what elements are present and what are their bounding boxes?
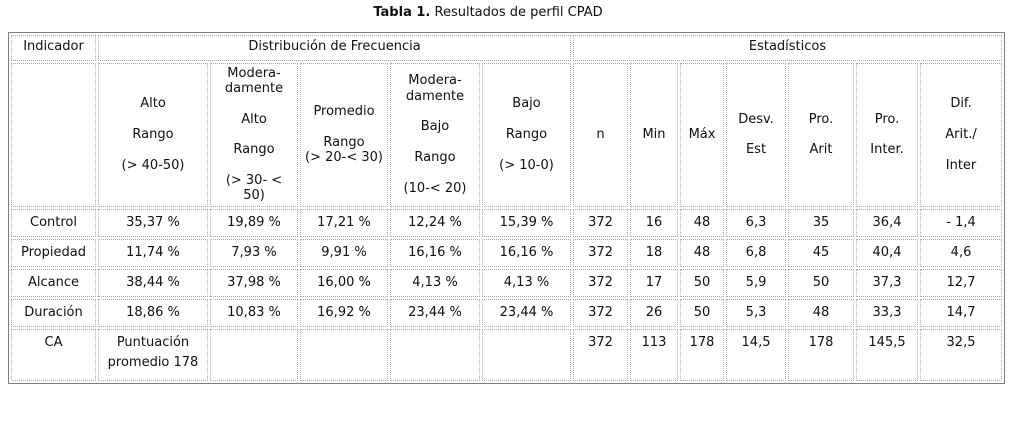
table-cell: 15,39 % [482,208,572,237]
indicator-column-header: Indicador [11,34,96,61]
table-cell [300,328,388,381]
table-cell: 4,13 % [482,268,572,297]
table-row-control: Control 35,37 % 19,89 % 17,21 % 12,24 % … [11,208,1003,237]
column-header-pro-inter: Pro. Inter. [856,62,919,207]
table-cell: 5,9 [726,268,787,297]
table-cell: 5,3 [726,298,787,327]
table-cell: 17,21 % [300,208,388,237]
frequency-group-header: Distribución de Frecuencia [98,34,572,61]
column-header-moderadamente-alto: Modera- damente Alto Rango (> 30- < 50) [210,62,298,207]
table-cell: 17 [630,268,679,297]
table-cell: 12,7 [920,268,1003,297]
table-row-ca: CA Puntuación promedio 178 372 113 178 1… [11,328,1003,381]
table-cell: 178 [680,328,725,381]
table-cell: 37,3 [856,268,919,297]
column-header-n: n [573,62,629,207]
table-cell: 18 [630,238,679,267]
table-cell: 16,16 % [390,238,480,267]
table-cell: 19,89 % [210,208,298,237]
table-row-duracion: Duración 18,86 % 10,83 % 16,92 % 23,44 %… [11,298,1003,327]
table-cell [482,328,572,381]
table-cell: 50 [788,268,855,297]
table-cell: 33,3 [856,298,919,327]
table-cell: 32,5 [920,328,1003,381]
table-cell: 35,37 % [98,208,208,237]
table-cell: 9,91 % [300,238,388,267]
table-row-propiedad: Propiedad 11,74 % 7,93 % 9,91 % 16,16 % … [11,238,1003,267]
empty-corner-cell [11,62,96,207]
column-header-desv-est: Desv. Est [726,62,787,207]
table-cell: 4,13 % [390,268,480,297]
table-cell: 23,44 % [482,298,572,327]
table-cell: 38,44 % [98,268,208,297]
column-header-pro-arit: Pro. Arit [788,62,855,207]
column-header-alto-rango: Alto Rango (> 40-50) [98,62,208,207]
table-cell: 18,86 % [98,298,208,327]
table-cell: 10,83 % [210,298,298,327]
column-header-dif-arit-inter: Dif. Arit./ Inter [920,62,1003,207]
table-cell [390,328,480,381]
table-cell: 40,4 [856,238,919,267]
table-cell: - 1,4 [920,208,1003,237]
table-cell: 16,00 % [300,268,388,297]
table-cell: 14,7 [920,298,1003,327]
table-cell: 178 [788,328,855,381]
table-cell: 48 [680,238,725,267]
table-cell: 16,92 % [300,298,388,327]
statistics-group-header: Estadísticos [573,34,1003,61]
table-title: Tabla 1. Resultados de perfil CPAD [0,0,976,21]
column-header-row: Alto Rango (> 40-50) Modera- damente Alt… [11,62,1003,207]
column-header-max: Máx [680,62,725,207]
table-row-alcance: Alcance 38,44 % 37,98 % 16,00 % 4,13 % 4… [11,268,1003,297]
row-header-control: Control [11,208,96,237]
table-cell: Puntuación promedio 178 [98,328,208,381]
table-cell: 372 [573,268,629,297]
column-header-moderadamente-bajo: Modera- damente Bajo Rango (10-< 20) [390,62,480,207]
group-header-row: Indicador Distribución de Frecuencia Est… [11,34,1003,61]
cpad-results-table: Indicador Distribución de Frecuencia Est… [8,31,1006,384]
table-cell: 48 [788,298,855,327]
table-cell: 14,5 [726,328,787,381]
table-cell: 372 [573,298,629,327]
table-cell: 16 [630,208,679,237]
table-cell: 48 [680,208,725,237]
table-cell: 7,93 % [210,238,298,267]
table-cell: 26 [630,298,679,327]
table-cell: 36,4 [856,208,919,237]
row-header-duracion: Duración [11,298,96,327]
table-cell: 4,6 [920,238,1003,267]
table-cell: 6,3 [726,208,787,237]
table-cell: 145,5 [856,328,919,381]
row-header-ca: CA [11,328,96,381]
table-cell: 372 [573,238,629,267]
row-header-propiedad: Propiedad [11,238,96,267]
table-cell: 12,24 % [390,208,480,237]
table-cell: 113 [630,328,679,381]
column-header-bajo-rango: Bajo Rango (> 10-0) [482,62,572,207]
table-cell: 45 [788,238,855,267]
table-cell: 372 [573,328,629,381]
table-cell: 372 [573,208,629,237]
table-cell: 23,44 % [390,298,480,327]
row-header-alcance: Alcance [11,268,96,297]
table-cell: 16,16 % [482,238,572,267]
table-cell: 37,98 % [210,268,298,297]
table-cell: 11,74 % [98,238,208,267]
table-cell [210,328,298,381]
table-title-text: Resultados de perfil CPAD [430,5,603,20]
table-cell: 35 [788,208,855,237]
table-cell: 6,8 [726,238,787,267]
table-title-number: Tabla 1. [373,5,431,20]
table-cell: 50 [680,298,725,327]
column-header-promedio-rango: Promedio Rango (> 20-< 30) [300,62,388,207]
table-cell: 50 [680,268,725,297]
column-header-min: Min [630,62,679,207]
